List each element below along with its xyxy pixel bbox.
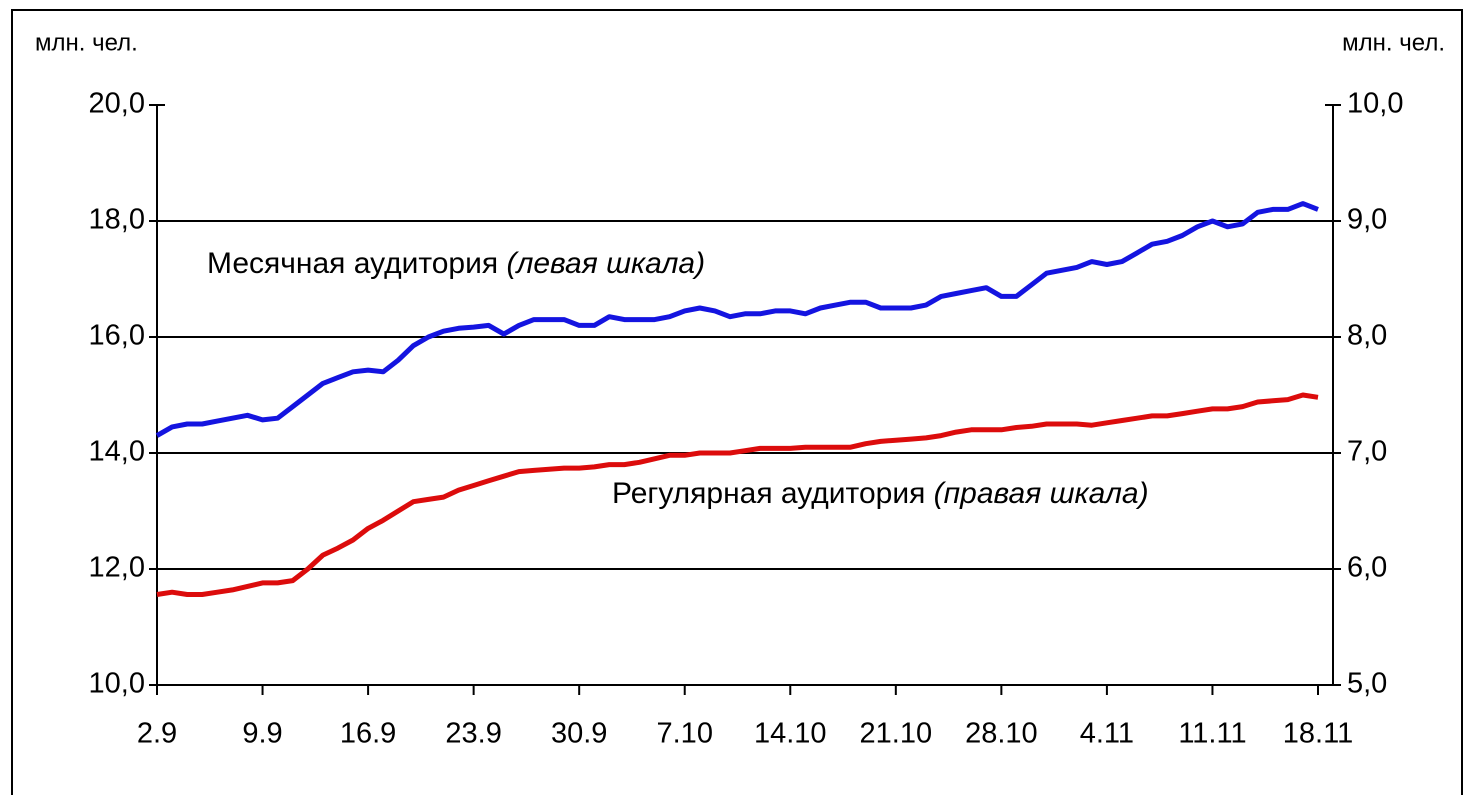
y-tick-label: 12,0	[89, 552, 145, 584]
y2-tick-label: 5,0	[1347, 668, 1387, 700]
annotation-note: (правая шкала)	[934, 477, 1149, 510]
y2-tick-label: 9,0	[1347, 204, 1387, 236]
frame	[11, 9, 1463, 795]
x-tick-label: 4.11	[1080, 718, 1134, 750]
y-tick-label: 18,0	[89, 204, 145, 236]
y2-tick-label: 6,0	[1347, 552, 1387, 584]
x-tick-label: 21.10	[860, 718, 933, 750]
annotation-note: (левая шкала)	[506, 247, 705, 280]
annotation-text: Регулярная аудитория	[612, 477, 934, 510]
y2-tick-label: 10,0	[1347, 88, 1403, 120]
x-tick-label: 2.9	[137, 718, 177, 750]
annotation: Регулярная аудитория (правая шкала)	[612, 477, 1149, 510]
x-tick-label: 11.11	[1178, 718, 1246, 750]
y-tick-label: 20,0	[89, 88, 145, 120]
annotation-text: Месячная аудитория	[207, 247, 506, 280]
y-tick-label: 10,0	[89, 668, 145, 700]
line-series	[155, 201, 1319, 438]
x-tick-label: 7.10	[657, 718, 713, 750]
x-tick-label: 14.10	[754, 718, 827, 750]
x-tick-label: 28.10	[965, 718, 1038, 750]
y-tick-label: 16,0	[89, 320, 145, 352]
x-tick-label: 9.9	[242, 718, 282, 750]
y2-axis-label: млн. чел.	[1342, 29, 1445, 56]
x-tick-label: 18.11	[1283, 718, 1353, 750]
line-series	[156, 392, 1319, 597]
annotation: Месячная аудитория (левая шкала)	[207, 247, 705, 280]
x-tick-label: 16.9	[340, 718, 396, 750]
y-tick-label: 14,0	[89, 436, 145, 468]
y2-tick-label: 8,0	[1347, 320, 1387, 352]
y-axis-label: млн. чел.	[35, 29, 138, 56]
x-tick-label: 30.9	[551, 718, 607, 750]
x-tick-label: 23.9	[445, 718, 501, 750]
y2-tick-label: 7,0	[1347, 436, 1387, 468]
